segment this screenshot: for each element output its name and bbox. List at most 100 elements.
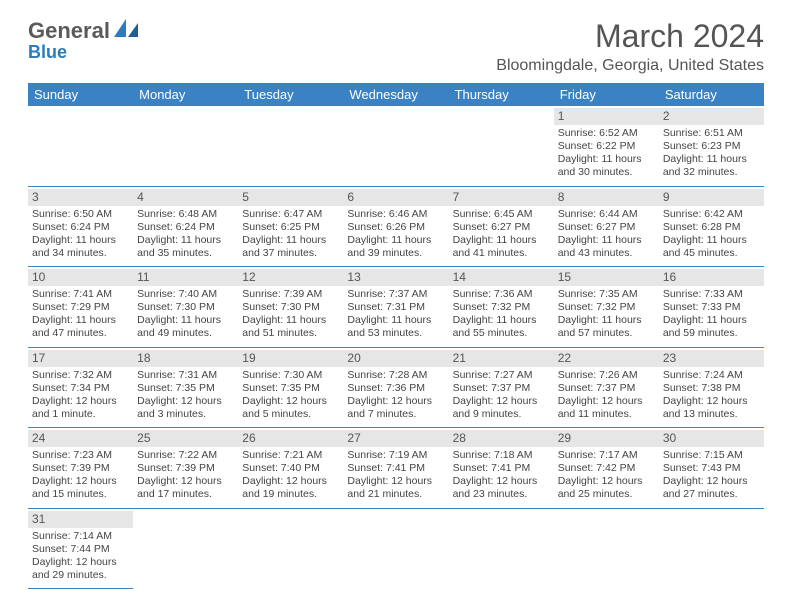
day-number: 16 [659, 269, 764, 286]
day-detail: Sunrise: 7:31 AM [137, 369, 234, 382]
day-header: Thursday [449, 83, 554, 106]
day-detail: Daylight: 12 hours [137, 475, 234, 488]
day-detail: and 29 minutes. [32, 569, 129, 582]
calendar-week: 1Sunrise: 6:52 AMSunset: 6:22 PMDaylight… [28, 106, 764, 186]
day-detail: Sunrise: 6:45 AM [453, 208, 550, 221]
calendar-cell: 20Sunrise: 7:28 AMSunset: 7:36 PMDayligh… [343, 347, 448, 428]
day-detail: Sunrise: 7:19 AM [347, 449, 444, 462]
calendar-cell [28, 106, 133, 186]
day-number: 20 [343, 350, 448, 367]
day-detail: Sunrise: 7:30 AM [242, 369, 339, 382]
calendar-cell: 27Sunrise: 7:19 AMSunset: 7:41 PMDayligh… [343, 428, 448, 509]
day-number: 27 [343, 430, 448, 447]
day-detail: Daylight: 11 hours [663, 314, 760, 327]
calendar-cell: 8Sunrise: 6:44 AMSunset: 6:27 PMDaylight… [554, 186, 659, 267]
calendar-cell [449, 508, 554, 589]
day-detail: Daylight: 11 hours [32, 234, 129, 247]
day-detail: and 32 minutes. [663, 166, 760, 179]
calendar-week: 31Sunrise: 7:14 AMSunset: 7:44 PMDayligh… [28, 508, 764, 589]
day-detail: Sunset: 7:30 PM [137, 301, 234, 314]
day-number: 30 [659, 430, 764, 447]
location: Bloomingdale, Georgia, United States [496, 57, 764, 75]
calendar-cell: 19Sunrise: 7:30 AMSunset: 7:35 PMDayligh… [238, 347, 343, 428]
day-detail: and 30 minutes. [558, 166, 655, 179]
logo-text-blue: Blue [28, 42, 67, 62]
calendar-cell [343, 508, 448, 589]
day-detail: Sunset: 6:27 PM [558, 221, 655, 234]
day-detail: Sunset: 6:27 PM [453, 221, 550, 234]
day-detail: Sunset: 7:31 PM [347, 301, 444, 314]
day-detail: Daylight: 11 hours [32, 314, 129, 327]
day-detail: Sunset: 7:41 PM [453, 462, 550, 475]
calendar-week: 3Sunrise: 6:50 AMSunset: 6:24 PMDaylight… [28, 186, 764, 267]
day-number: 15 [554, 269, 659, 286]
day-number: 7 [449, 189, 554, 206]
day-detail: Sunset: 7:30 PM [242, 301, 339, 314]
calendar-cell [343, 106, 448, 186]
calendar-cell: 15Sunrise: 7:35 AMSunset: 7:32 PMDayligh… [554, 267, 659, 348]
calendar-cell: 16Sunrise: 7:33 AMSunset: 7:33 PMDayligh… [659, 267, 764, 348]
day-detail: Daylight: 12 hours [453, 475, 550, 488]
day-header: Friday [554, 83, 659, 106]
day-detail: Sunset: 7:39 PM [137, 462, 234, 475]
day-detail: Daylight: 12 hours [453, 395, 550, 408]
day-detail: Daylight: 12 hours [32, 395, 129, 408]
calendar-cell: 10Sunrise: 7:41 AMSunset: 7:29 PMDayligh… [28, 267, 133, 348]
calendar-cell: 18Sunrise: 7:31 AMSunset: 7:35 PMDayligh… [133, 347, 238, 428]
day-number: 4 [133, 189, 238, 206]
day-detail: Sunrise: 7:21 AM [242, 449, 339, 462]
day-number: 14 [449, 269, 554, 286]
day-detail: Sunset: 7:42 PM [558, 462, 655, 475]
day-header: Tuesday [238, 83, 343, 106]
day-header: Wednesday [343, 83, 448, 106]
day-detail: Sunset: 6:23 PM [663, 140, 760, 153]
day-detail: and 35 minutes. [137, 247, 234, 260]
calendar-cell: 31Sunrise: 7:14 AMSunset: 7:44 PMDayligh… [28, 508, 133, 589]
day-detail: Daylight: 12 hours [663, 395, 760, 408]
day-number: 23 [659, 350, 764, 367]
calendar-body: 1Sunrise: 6:52 AMSunset: 6:22 PMDaylight… [28, 106, 764, 589]
day-number: 13 [343, 269, 448, 286]
day-detail: and 57 minutes. [558, 327, 655, 340]
day-detail: and 34 minutes. [32, 247, 129, 260]
day-detail: and 7 minutes. [347, 408, 444, 421]
calendar-cell: 9Sunrise: 6:42 AMSunset: 6:28 PMDaylight… [659, 186, 764, 267]
day-detail: Daylight: 11 hours [347, 314, 444, 327]
day-number: 3 [28, 189, 133, 206]
day-number: 28 [449, 430, 554, 447]
day-detail: Sunset: 7:37 PM [453, 382, 550, 395]
day-number: 17 [28, 350, 133, 367]
day-detail: Sunrise: 7:32 AM [32, 369, 129, 382]
logo-sail-icon [114, 19, 140, 44]
calendar-cell: 11Sunrise: 7:40 AMSunset: 7:30 PMDayligh… [133, 267, 238, 348]
day-detail: Sunset: 7:37 PM [558, 382, 655, 395]
calendar-cell: 26Sunrise: 7:21 AMSunset: 7:40 PMDayligh… [238, 428, 343, 509]
day-detail: Sunset: 7:35 PM [137, 382, 234, 395]
day-detail: and 3 minutes. [137, 408, 234, 421]
day-number: 31 [28, 511, 133, 528]
day-detail: and 13 minutes. [663, 408, 760, 421]
day-detail: Sunrise: 7:18 AM [453, 449, 550, 462]
day-detail: Sunset: 6:24 PM [137, 221, 234, 234]
day-detail: Sunrise: 7:24 AM [663, 369, 760, 382]
day-number: 22 [554, 350, 659, 367]
day-number: 6 [343, 189, 448, 206]
calendar-cell: 23Sunrise: 7:24 AMSunset: 7:38 PMDayligh… [659, 347, 764, 428]
calendar-cell [133, 106, 238, 186]
day-detail: Sunset: 7:32 PM [558, 301, 655, 314]
calendar-cell: 29Sunrise: 7:17 AMSunset: 7:42 PMDayligh… [554, 428, 659, 509]
day-detail: and 51 minutes. [242, 327, 339, 340]
day-detail: Sunrise: 7:22 AM [137, 449, 234, 462]
day-detail: Sunrise: 6:47 AM [242, 208, 339, 221]
calendar-cell [659, 508, 764, 589]
day-detail: Daylight: 11 hours [663, 153, 760, 166]
day-detail: Daylight: 12 hours [32, 556, 129, 569]
day-detail: Daylight: 12 hours [663, 475, 760, 488]
day-header: Sunday [28, 83, 133, 106]
day-number: 1 [554, 108, 659, 125]
day-detail: Daylight: 11 hours [137, 234, 234, 247]
day-detail: Daylight: 11 hours [242, 234, 339, 247]
day-number: 26 [238, 430, 343, 447]
day-detail: Sunrise: 7:35 AM [558, 288, 655, 301]
calendar-cell [133, 508, 238, 589]
